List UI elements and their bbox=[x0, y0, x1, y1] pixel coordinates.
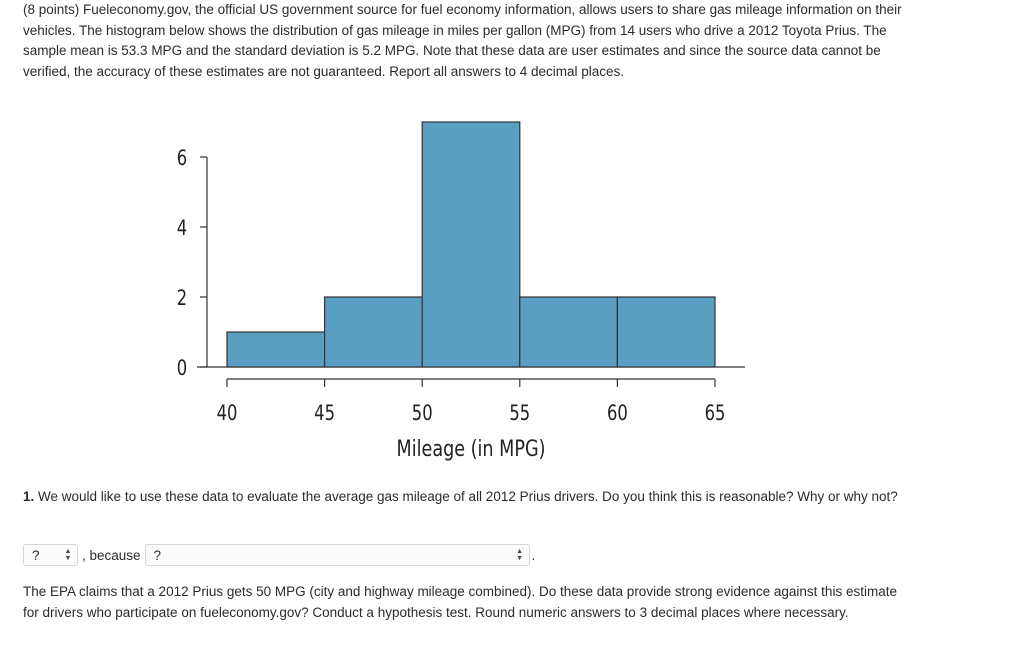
histogram-bar bbox=[226, 331, 326, 368]
reasonable-select[interactable]: ? ▲ ▼ bbox=[23, 544, 78, 566]
reasonable-select-value: ? bbox=[32, 547, 40, 563]
x-tick-label: 55 bbox=[509, 402, 530, 425]
x-axis-label: Mileage (in MPG) bbox=[397, 436, 546, 461]
histogram-bar bbox=[421, 121, 521, 368]
x-tick-label: 60 bbox=[607, 402, 628, 425]
histogram-bar bbox=[616, 296, 716, 368]
select-arrows-icon: ▲ ▼ bbox=[516, 548, 524, 562]
question-2: The EPA claims that a 2012 Prius gets 50… bbox=[23, 584, 897, 620]
x-tick-label: 45 bbox=[314, 402, 335, 425]
reason-select-value: ? bbox=[153, 547, 162, 563]
y-tick-label: 2 bbox=[177, 287, 187, 310]
x-tick-label: 65 bbox=[705, 402, 726, 425]
question-1-text: We would like to use these data to evalu… bbox=[38, 489, 898, 504]
x-tick-label: 40 bbox=[217, 402, 238, 425]
question-1-number: 1. bbox=[23, 489, 35, 504]
mileage-histogram: 0 2 4 6 40 45 50 55 60 65 Mileage (in MPG) bbox=[177, 121, 745, 462]
end-period: . bbox=[531, 547, 536, 563]
y-tick-label: 0 bbox=[177, 357, 187, 380]
y-tick-label: 6 bbox=[177, 147, 187, 170]
histogram-bar bbox=[519, 296, 618, 368]
x-tick-label: 50 bbox=[412, 402, 433, 425]
question-1: 1. We would like to use these data to ev… bbox=[23, 487, 903, 508]
reason-select[interactable]: ? ▲ ▼ bbox=[144, 544, 530, 566]
because-label: , because bbox=[82, 547, 141, 563]
question-1-answer-row: ? ▲ ▼ , because ? ▲ ▼ . bbox=[23, 543, 535, 567]
problem-intro: (8 points) Fueleconomy.gov, the official… bbox=[23, 2, 902, 79]
histogram-bar bbox=[324, 296, 423, 368]
select-arrows-icon: ▲ ▼ bbox=[64, 548, 72, 562]
y-tick-label: 4 bbox=[177, 217, 187, 240]
